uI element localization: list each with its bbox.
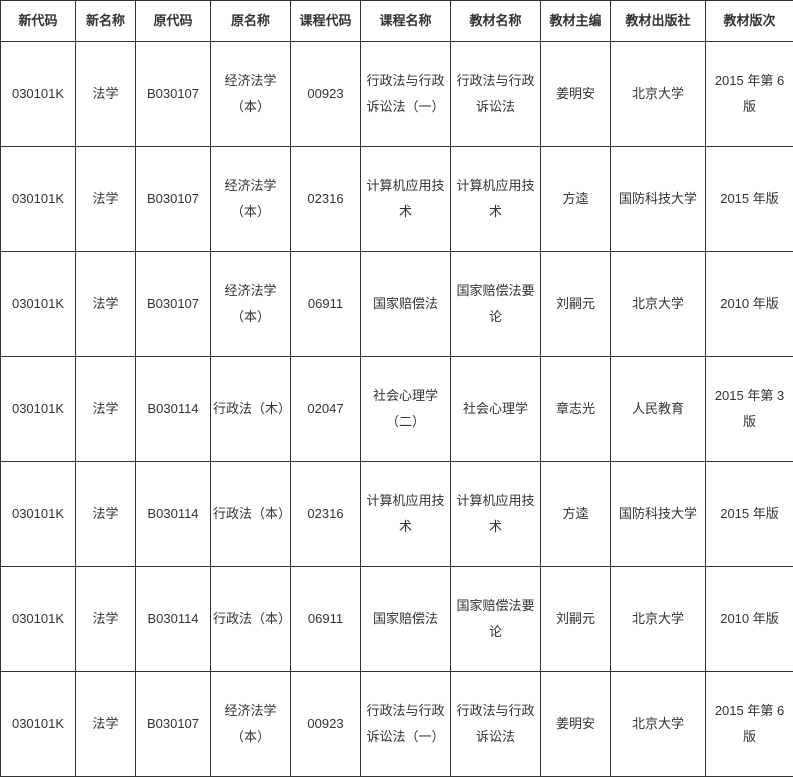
- table-row: 030101K法学B030114行政法（本）06911国家赔偿法国家赔偿法要论刘…: [1, 567, 793, 672]
- table-cell: 030101K: [1, 42, 76, 147]
- table-cell: 2010 年版: [706, 567, 793, 672]
- table-cell: 行政法（本）: [211, 462, 291, 567]
- col-header-2: 原代码: [136, 1, 211, 42]
- table-cell: 法学: [76, 462, 136, 567]
- table-cell: 北京大学: [611, 42, 706, 147]
- table-cell: 行政法与行政诉讼法: [451, 672, 541, 777]
- table-cell: 计算机应用技术: [451, 462, 541, 567]
- table-cell: 行政法与行政诉讼法: [451, 42, 541, 147]
- col-header-3: 原名称: [211, 1, 291, 42]
- table-cell: 法学: [76, 147, 136, 252]
- col-header-4: 课程代码: [291, 1, 361, 42]
- table-cell: 经济法学（本）: [211, 252, 291, 357]
- table-cell: 北京大学: [611, 672, 706, 777]
- table-row: 030101K法学B030107经济法学（本）02316计算机应用技术计算机应用…: [1, 147, 793, 252]
- col-header-5: 课程名称: [361, 1, 451, 42]
- table-cell: 计算机应用技术: [361, 462, 451, 567]
- table-cell: 030101K: [1, 567, 76, 672]
- table-cell: 行政法与行政诉讼法（一）: [361, 672, 451, 777]
- table-cell: 社会心理学（二）: [361, 357, 451, 462]
- table-cell: 方逵: [541, 462, 611, 567]
- col-header-0: 新代码: [1, 1, 76, 42]
- table-cell: 02316: [291, 147, 361, 252]
- table-cell: B030114: [136, 462, 211, 567]
- table-cell: 06911: [291, 252, 361, 357]
- table-cell: 北京大学: [611, 252, 706, 357]
- table-cell: 方逵: [541, 147, 611, 252]
- table-cell: B030114: [136, 567, 211, 672]
- table-cell: 06911: [291, 567, 361, 672]
- table-cell: 国防科技大学: [611, 147, 706, 252]
- table-cell: 社会心理学: [451, 357, 541, 462]
- table-cell: 法学: [76, 672, 136, 777]
- table-cell: 经济法学（本）: [211, 42, 291, 147]
- table-cell: 行政法（本）: [211, 567, 291, 672]
- table-cell: B030107: [136, 672, 211, 777]
- table-cell: 法学: [76, 42, 136, 147]
- table-cell: 姜明安: [541, 42, 611, 147]
- course-materials-table: 新代码新名称原代码原名称课程代码课程名称教材名称教材主编教材出版社教材版次 03…: [0, 0, 793, 777]
- table-cell: B030114: [136, 357, 211, 462]
- table-cell: 2015 年第 6 版: [706, 672, 793, 777]
- table-cell: 计算机应用技术: [361, 147, 451, 252]
- table-cell: B030107: [136, 42, 211, 147]
- table-row: 030101K法学B030114行政法（木）02047社会心理学（二）社会心理学…: [1, 357, 793, 462]
- table-cell: 姜明安: [541, 672, 611, 777]
- table-cell: 030101K: [1, 252, 76, 357]
- table-cell: 02047: [291, 357, 361, 462]
- table-row: 030101K法学B030107经济法学（本）06911国家赔偿法国家赔偿法要论…: [1, 252, 793, 357]
- table-row: 030101K法学B030114行政法（本）02316计算机应用技术计算机应用技…: [1, 462, 793, 567]
- table-cell: 国防科技大学: [611, 462, 706, 567]
- col-header-9: 教材版次: [706, 1, 793, 42]
- table-cell: 国家赔偿法: [361, 252, 451, 357]
- col-header-8: 教材出版社: [611, 1, 706, 42]
- table-cell: 法学: [76, 567, 136, 672]
- table-cell: 章志光: [541, 357, 611, 462]
- table-cell: 2015 年版: [706, 147, 793, 252]
- table-cell: 经济法学（本）: [211, 672, 291, 777]
- table-cell: 030101K: [1, 357, 76, 462]
- col-header-1: 新名称: [76, 1, 136, 42]
- col-header-7: 教材主编: [541, 1, 611, 42]
- table-cell: 国家赔偿法要论: [451, 567, 541, 672]
- table-cell: 02316: [291, 462, 361, 567]
- table-cell: 法学: [76, 252, 136, 357]
- table-cell: B030107: [136, 147, 211, 252]
- table-cell: 经济法学（本）: [211, 147, 291, 252]
- table-cell: 2015 年版: [706, 462, 793, 567]
- table-cell: 北京大学: [611, 567, 706, 672]
- table-cell: 行政法与行政诉讼法（一）: [361, 42, 451, 147]
- table-cell: 行政法（木）: [211, 357, 291, 462]
- table-row: 030101K法学B030107经济法学（本）00923行政法与行政诉讼法（一）…: [1, 42, 793, 147]
- table-cell: 法学: [76, 357, 136, 462]
- col-header-6: 教材名称: [451, 1, 541, 42]
- table-cell: 030101K: [1, 147, 76, 252]
- table-cell: 刘嗣元: [541, 252, 611, 357]
- table-row: 030101K法学B030107经济法学（本）00923行政法与行政诉讼法（一）…: [1, 672, 793, 777]
- table-cell: 2015 年第 3 版: [706, 357, 793, 462]
- table-cell: 030101K: [1, 462, 76, 567]
- table-cell: 00923: [291, 42, 361, 147]
- table-cell: 人民教育: [611, 357, 706, 462]
- table-cell: 国家赔偿法: [361, 567, 451, 672]
- table-cell: 刘嗣元: [541, 567, 611, 672]
- table-cell: 030101K: [1, 672, 76, 777]
- table-header-row: 新代码新名称原代码原名称课程代码课程名称教材名称教材主编教材出版社教材版次: [1, 1, 793, 42]
- table-cell: 00923: [291, 672, 361, 777]
- table-cell: 计算机应用技术: [451, 147, 541, 252]
- table-cell: 2015 年第 6 版: [706, 42, 793, 147]
- table-cell: 2010 年版: [706, 252, 793, 357]
- table-cell: B030107: [136, 252, 211, 357]
- table-cell: 国家赔偿法要论: [451, 252, 541, 357]
